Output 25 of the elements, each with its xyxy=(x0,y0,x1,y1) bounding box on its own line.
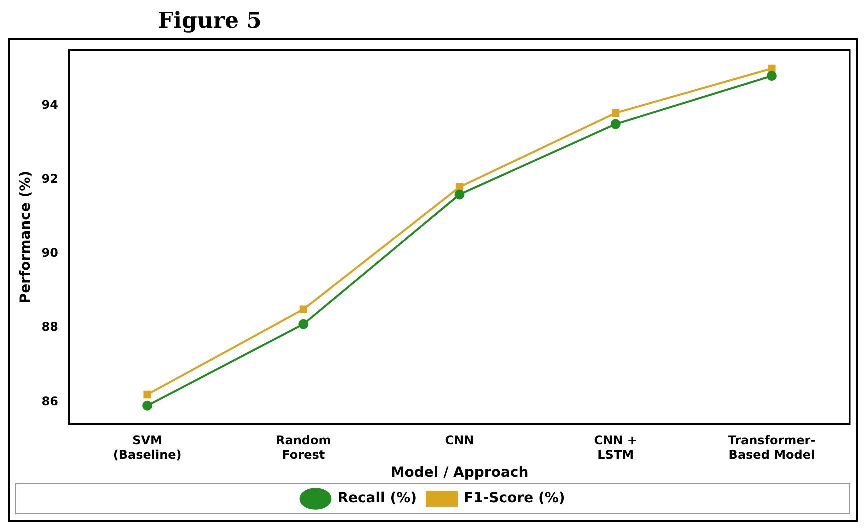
y-tick-label: 94 xyxy=(42,98,58,112)
y-tick-label: 90 xyxy=(42,246,58,260)
legend-label: Recall (%) xyxy=(338,490,418,507)
point xyxy=(142,400,153,411)
point xyxy=(298,319,309,330)
x-tick-label: CNN xyxy=(445,434,474,448)
point xyxy=(612,109,620,118)
x-tick-label: Random Forest xyxy=(276,434,332,462)
legend-label: F1-Score (%) xyxy=(464,490,566,507)
y-axis-title: Performance (%) xyxy=(18,170,34,304)
chart-title: Figure 5 xyxy=(157,8,263,36)
x-axis-title: Model / Approach xyxy=(390,465,529,482)
x-tick-label: Transformer- Based Model xyxy=(728,434,816,462)
point xyxy=(454,190,465,200)
point xyxy=(144,390,152,399)
y-tick-label: 92 xyxy=(42,172,58,186)
point xyxy=(610,119,621,130)
point xyxy=(766,71,777,82)
x-tick-label: SVM (Baseline) xyxy=(113,434,182,462)
y-tick-label: 86 xyxy=(42,394,58,408)
point xyxy=(456,183,464,192)
y-tick-label: 88 xyxy=(42,320,58,334)
x-tick-label: CNN + LSTM xyxy=(594,434,638,462)
point xyxy=(768,64,776,73)
point xyxy=(300,306,308,314)
